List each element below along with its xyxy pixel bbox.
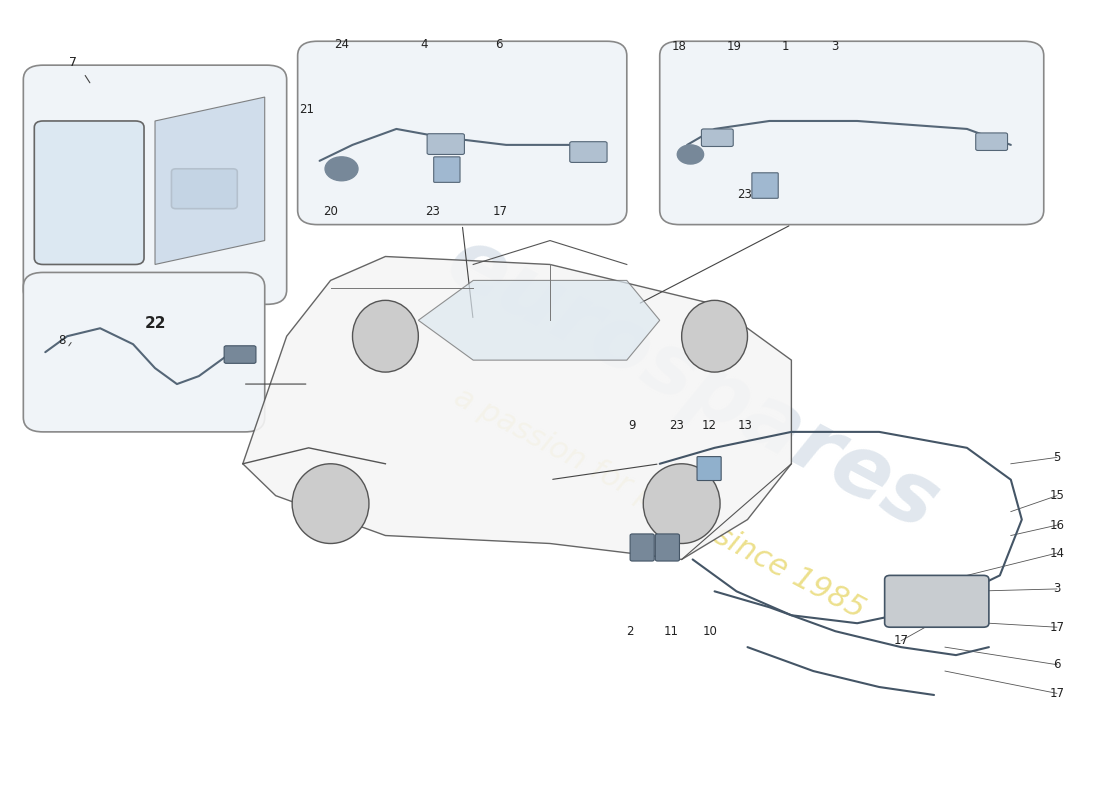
Text: 16: 16 — [1049, 518, 1065, 532]
Ellipse shape — [352, 300, 418, 372]
Polygon shape — [418, 281, 660, 360]
Ellipse shape — [682, 300, 748, 372]
Text: 18: 18 — [672, 39, 686, 53]
FancyBboxPatch shape — [697, 457, 722, 481]
Text: 9: 9 — [628, 419, 636, 432]
Text: eurospares: eurospares — [432, 219, 953, 549]
FancyBboxPatch shape — [298, 42, 627, 225]
Text: 22: 22 — [144, 316, 166, 331]
FancyBboxPatch shape — [172, 169, 238, 209]
Text: 14: 14 — [1049, 546, 1065, 559]
Polygon shape — [243, 257, 791, 559]
FancyBboxPatch shape — [884, 575, 989, 627]
Text: 15: 15 — [1049, 489, 1065, 502]
Text: 2: 2 — [626, 625, 634, 638]
Text: 6: 6 — [495, 38, 503, 51]
Text: 23: 23 — [669, 419, 683, 432]
Text: 23: 23 — [737, 188, 751, 201]
Text: 1: 1 — [782, 39, 790, 53]
Text: 5: 5 — [1053, 451, 1060, 464]
Ellipse shape — [293, 464, 368, 543]
Circle shape — [678, 145, 704, 164]
Text: 19: 19 — [727, 39, 741, 53]
Text: 8: 8 — [58, 334, 65, 346]
Text: 17: 17 — [493, 205, 508, 218]
Text: 3: 3 — [1053, 582, 1060, 595]
Text: 10: 10 — [703, 625, 717, 638]
FancyBboxPatch shape — [224, 346, 256, 363]
Text: 20: 20 — [323, 205, 338, 218]
Text: 21: 21 — [299, 102, 314, 115]
FancyBboxPatch shape — [976, 133, 1008, 150]
Text: 17: 17 — [1049, 621, 1065, 634]
Text: 4: 4 — [420, 38, 428, 51]
Circle shape — [326, 157, 358, 181]
FancyBboxPatch shape — [23, 65, 287, 304]
FancyBboxPatch shape — [702, 129, 734, 146]
FancyBboxPatch shape — [34, 121, 144, 265]
FancyBboxPatch shape — [23, 273, 265, 432]
Text: 23: 23 — [426, 205, 440, 218]
Polygon shape — [155, 97, 265, 265]
FancyBboxPatch shape — [630, 534, 654, 561]
Text: 11: 11 — [663, 625, 679, 638]
FancyBboxPatch shape — [427, 134, 464, 154]
FancyBboxPatch shape — [656, 534, 680, 561]
Text: 3: 3 — [832, 39, 839, 53]
Text: 12: 12 — [702, 419, 716, 432]
Text: 24: 24 — [334, 38, 349, 51]
FancyBboxPatch shape — [660, 42, 1044, 225]
FancyBboxPatch shape — [752, 173, 778, 198]
Text: 13: 13 — [738, 419, 752, 432]
Text: 7: 7 — [68, 56, 77, 69]
FancyBboxPatch shape — [433, 157, 460, 182]
Text: 6: 6 — [1053, 658, 1060, 671]
Text: 17: 17 — [893, 634, 909, 647]
Text: 17: 17 — [1049, 687, 1065, 700]
Ellipse shape — [644, 464, 721, 543]
Text: a passion for parts since 1985: a passion for parts since 1985 — [450, 382, 870, 625]
FancyBboxPatch shape — [570, 142, 607, 162]
